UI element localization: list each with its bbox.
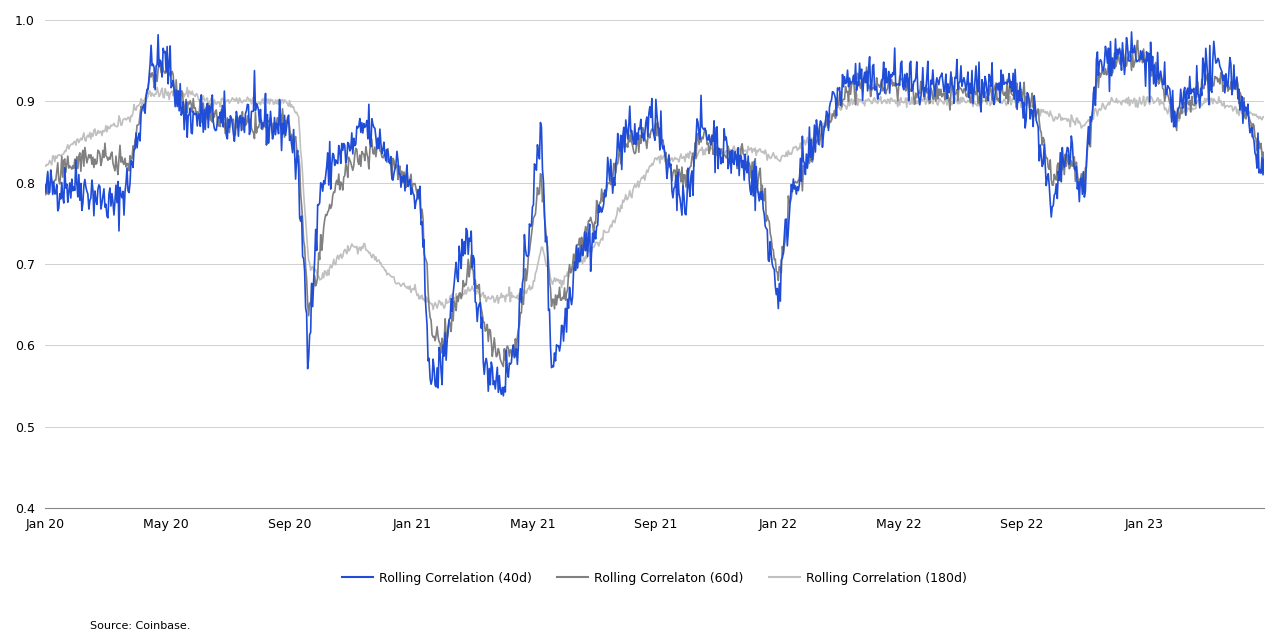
Text: Source: Coinbase.: Source: Coinbase.: [90, 620, 189, 631]
Legend: Rolling Correlation (40d), Rolling Correlaton (60d), Rolling Correlation (180d): Rolling Correlation (40d), Rolling Corre…: [336, 567, 972, 590]
